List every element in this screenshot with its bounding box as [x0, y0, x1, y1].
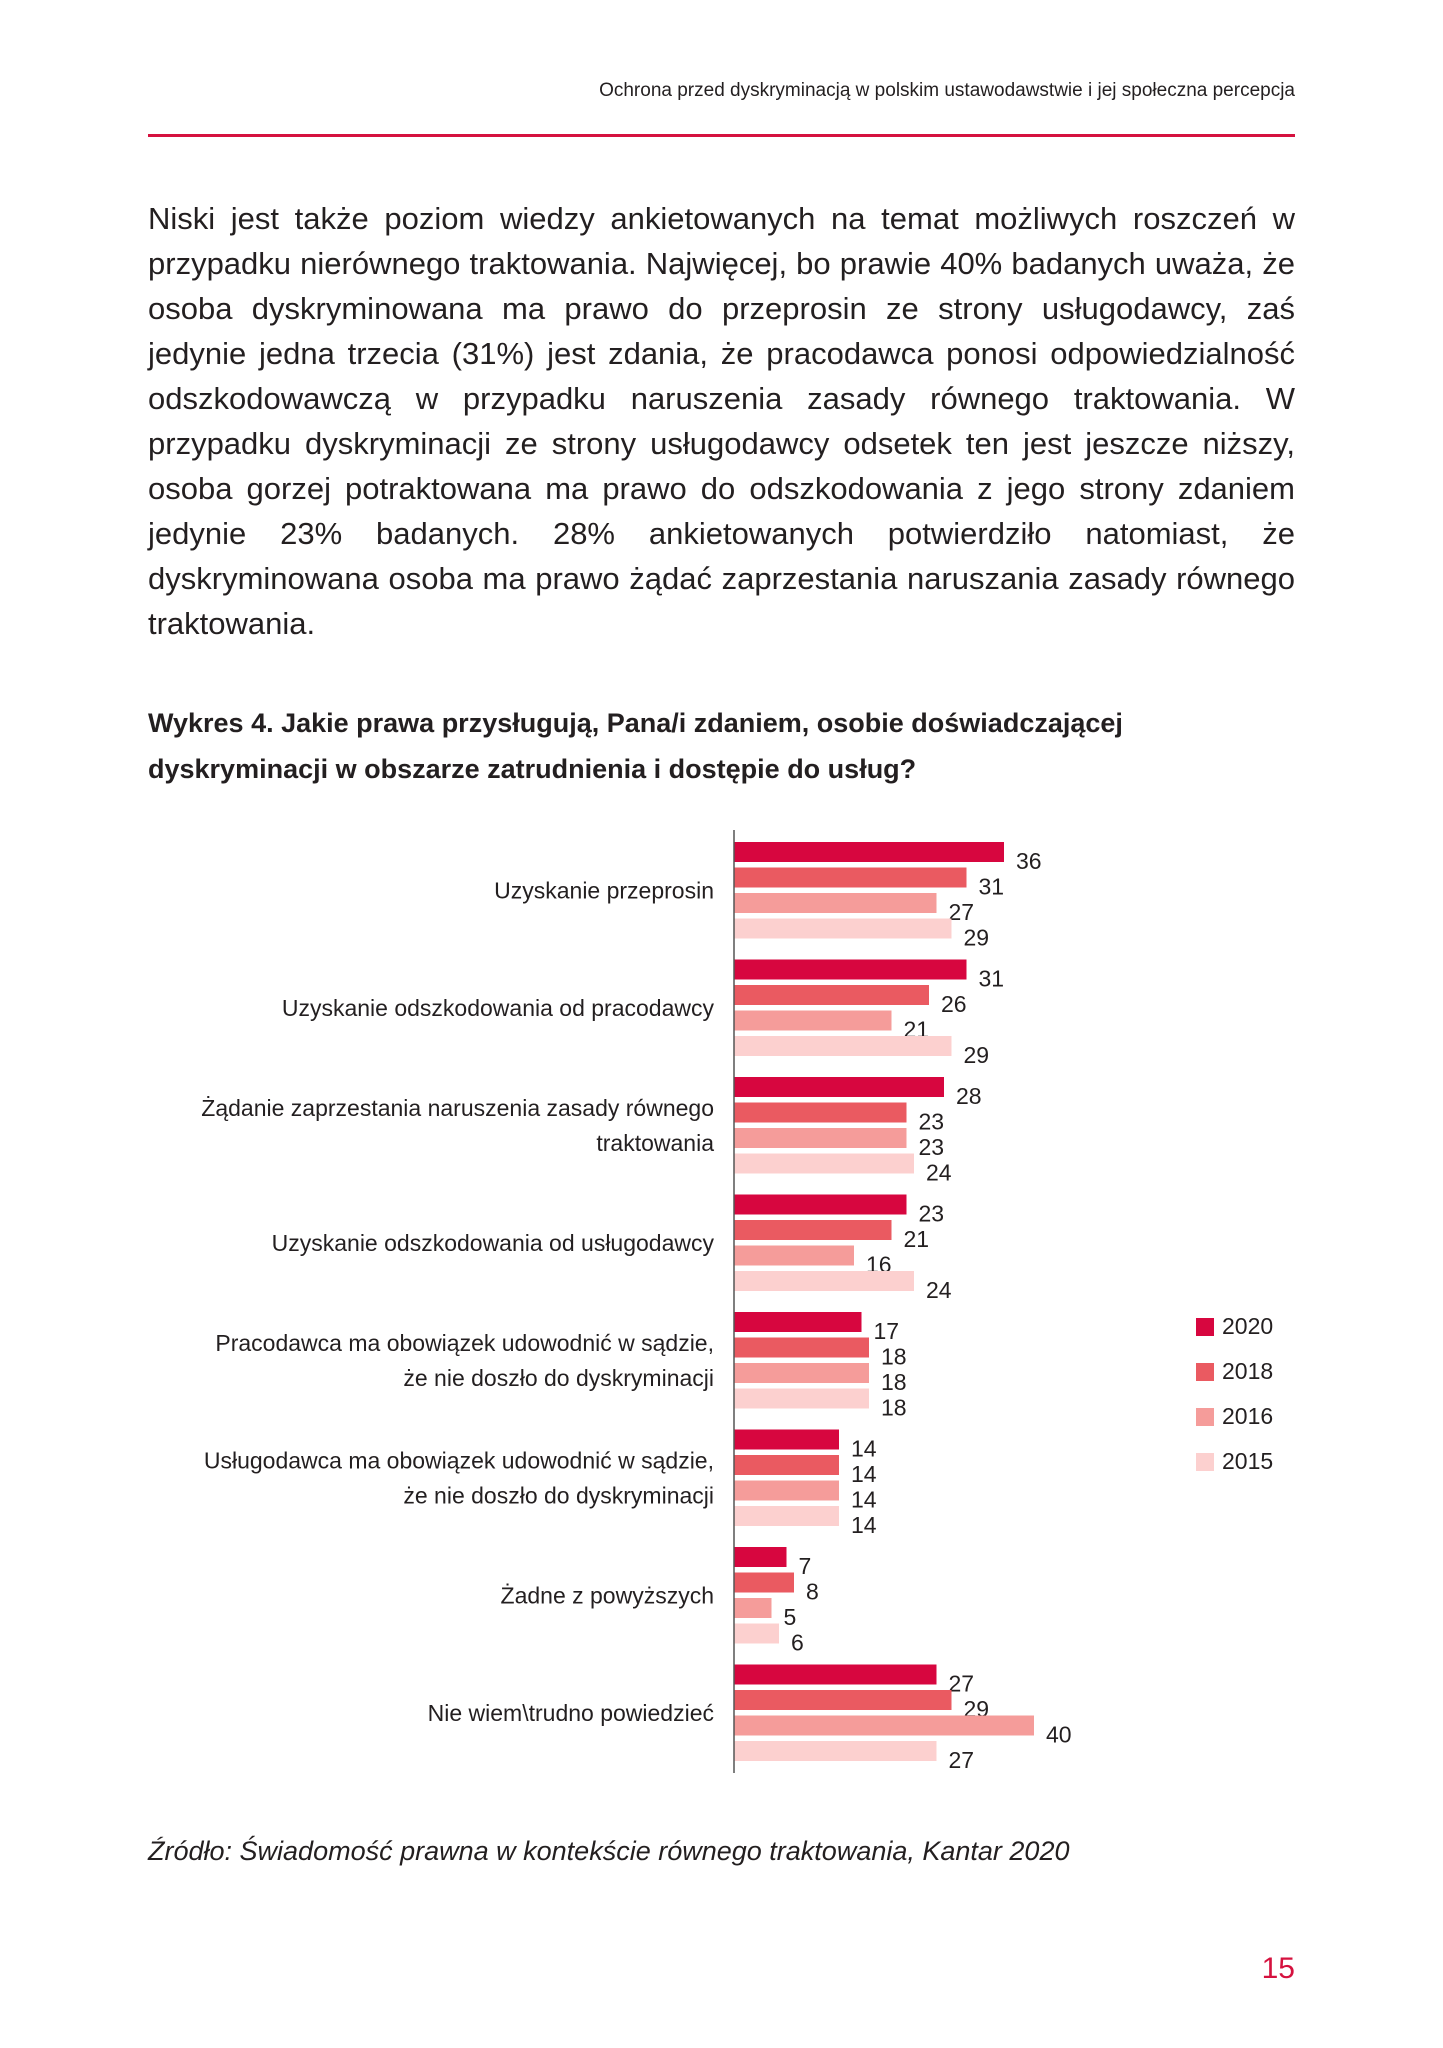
data-label: 28	[956, 1083, 982, 1109]
bar-2018	[734, 985, 929, 1005]
category-label: że nie doszło do dyskryminacji	[403, 1365, 714, 1391]
bar-2018	[734, 1690, 952, 1710]
data-label: 14	[851, 1461, 877, 1487]
data-label: 40	[1046, 1722, 1072, 1748]
data-label: 23	[919, 1134, 945, 1160]
bar-2020	[734, 1547, 787, 1567]
legend-swatch-2020	[1196, 1318, 1214, 1336]
bar-2015	[734, 1271, 914, 1291]
bar-2015	[734, 1623, 779, 1644]
data-label: 18	[881, 1369, 907, 1395]
data-label: 23	[919, 1109, 945, 1135]
bar-2015	[734, 1036, 952, 1056]
bar-2016	[734, 1598, 772, 1618]
legend-swatch-2015	[1196, 1453, 1214, 1471]
source-note: Źródło: Świadomość prawna w kontekście r…	[148, 1836, 1070, 1866]
bar-2020	[734, 959, 967, 980]
bar-2018	[734, 1455, 839, 1475]
data-label: 29	[964, 925, 990, 951]
page-number: 15	[1261, 1952, 1295, 1985]
data-label: 31	[979, 874, 1005, 900]
category-label: że nie doszło do dyskryminacji	[403, 1482, 714, 1508]
category-label: Uzyskanie przeprosin	[494, 877, 714, 903]
bar-2016	[734, 1363, 869, 1383]
data-label: 31	[979, 966, 1005, 992]
data-label: 27	[949, 899, 975, 925]
bar-2016	[734, 1480, 839, 1501]
data-label: 29	[964, 1042, 990, 1068]
data-label: 14	[851, 1512, 877, 1538]
bar-2020	[734, 1664, 937, 1685]
data-label: 6	[791, 1630, 804, 1656]
category-label: Pracodawca ma obowiązek udowodnić w sądz…	[215, 1330, 714, 1356]
bar-2016	[734, 1245, 854, 1266]
data-label: 24	[926, 1160, 952, 1186]
category-label: Uzyskanie odszkodowania od usługodawcy	[272, 1230, 715, 1256]
bar-2016	[734, 893, 937, 913]
legend-label: 2016	[1222, 1403, 1273, 1429]
data-label: 17	[874, 1318, 900, 1344]
chart-title: Wykres 4. Jakie prawa przysługują, Pana/…	[148, 708, 1123, 784]
bar-2018	[734, 1220, 892, 1240]
data-label: 14	[851, 1436, 877, 1462]
data-label: 26	[941, 991, 967, 1017]
legend-label: 2018	[1222, 1358, 1273, 1384]
bar-2015	[734, 1388, 869, 1409]
category-label: traktowania	[596, 1130, 714, 1156]
data-label: 23	[919, 1201, 945, 1227]
bar-2016	[734, 1128, 907, 1148]
bar-2015	[734, 918, 952, 939]
header-rule	[148, 134, 1295, 137]
bar-2018	[734, 1572, 794, 1593]
data-label: 27	[949, 1671, 975, 1697]
data-label: 18	[881, 1395, 907, 1421]
category-label: Nie wiem\trudno powiedzieć	[428, 1700, 714, 1726]
bar-2015	[734, 1741, 937, 1761]
bar-2020	[734, 1429, 839, 1450]
bar-2018	[734, 1102, 907, 1123]
bar-2015	[734, 1153, 914, 1174]
category-label: Uzyskanie odszkodowania od pracodawcy	[282, 995, 715, 1021]
legend-label: 2020	[1222, 1313, 1273, 1339]
legend-label: 2015	[1222, 1448, 1273, 1474]
category-label: Żadne z powyższych	[501, 1582, 714, 1608]
category-label: Usługodawca ma obowiązek udowodnić w sąd…	[204, 1447, 714, 1473]
bar-2020	[734, 1312, 862, 1332]
body-paragraph: Niski jest także poziom wiedzy ankietowa…	[148, 201, 1295, 641]
data-label: 36	[1016, 848, 1042, 874]
data-label: 8	[806, 1579, 819, 1605]
data-label: 27	[949, 1747, 975, 1773]
bar-2020	[734, 1194, 907, 1215]
data-label: 18	[881, 1344, 907, 1370]
bar-2015	[734, 1506, 839, 1526]
data-label: 24	[926, 1277, 952, 1303]
data-label: 5	[784, 1604, 797, 1630]
bar-2018	[734, 1337, 869, 1358]
legend-swatch-2016	[1196, 1408, 1214, 1426]
data-label: 21	[904, 1226, 930, 1252]
bar-2018	[734, 867, 967, 888]
bar-2020	[734, 842, 1004, 862]
running-header: Ochrona przed dyskryminacją w polskim us…	[599, 80, 1295, 101]
data-label: 7	[799, 1553, 812, 1579]
bar-2016	[734, 1715, 1034, 1736]
bar-2020	[734, 1077, 944, 1097]
bar-2016	[734, 1010, 892, 1031]
category-label: Żądanie zaprzestania naruszenia zasady r…	[201, 1095, 714, 1121]
legend-swatch-2018	[1196, 1363, 1214, 1381]
data-label: 14	[851, 1487, 877, 1513]
